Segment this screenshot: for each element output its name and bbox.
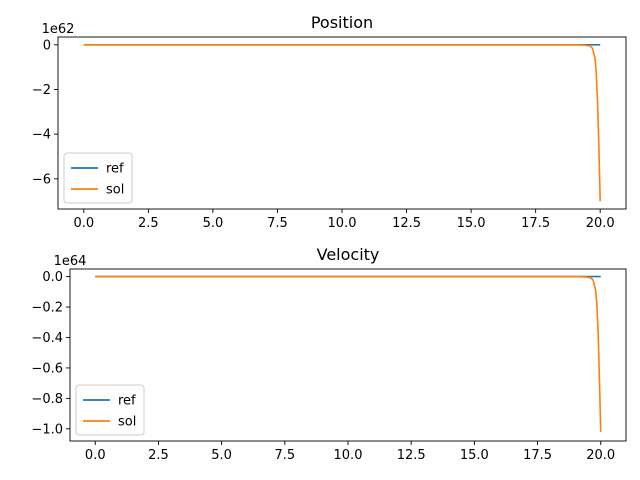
velocity-x-tick-label: 0.0: [85, 448, 106, 463]
velocity-x-tick-label: 10.0: [334, 448, 363, 463]
velocity-y-tick-label: −1.0: [31, 422, 63, 437]
position-x-tick-label: 12.5: [392, 216, 421, 231]
position-legend: ref sol: [63, 152, 133, 204]
velocity-y-tick-label: −0.6: [31, 361, 63, 376]
velocity-y-tick-label: −0.8: [31, 392, 63, 407]
position-legend-label-sol: sol: [106, 183, 124, 198]
velocity-x-tick-label: 15.0: [460, 448, 489, 463]
position-legend-box: [63, 152, 133, 204]
velocity-axes-frame: [69, 268, 627, 442]
position-series-sol-line: [83, 44, 601, 202]
position-x-tick-label: 2.5: [138, 216, 159, 231]
velocity-x-tick-label: 17.5: [523, 448, 552, 463]
velocity-y-tick-label: −0.2: [31, 301, 63, 316]
velocity-y-offset-label: 1e64: [54, 254, 87, 269]
position-y-tick-label: −6: [32, 172, 51, 187]
velocity-legend-label-sol: sol: [118, 415, 136, 430]
position-y-tick-label: −4: [32, 128, 51, 143]
position-y-tick-label: −2: [32, 83, 51, 98]
velocity-x-tick-label: 2.5: [148, 448, 169, 463]
position-x-tick-label: 0.0: [73, 216, 94, 231]
position-x-tick-label: 20.0: [586, 216, 615, 231]
position-x-tick-label: 5.0: [203, 216, 224, 231]
velocity-legend-label-ref: ref: [118, 394, 136, 409]
velocity-x-tick-label: 5.0: [211, 448, 232, 463]
velocity-x-tick-label: 12.5: [397, 448, 426, 463]
position-panel: Position 1e62 0.0 2.5 5.0 7.5 10.0 12.5 15.0 17.5…: [32, 13, 627, 231]
position-legend-label-ref: ref: [106, 162, 124, 177]
velocity-legend-box: [75, 384, 145, 436]
position-x-tick-label: 15.0: [457, 216, 486, 231]
position-x-tick-label: 7.5: [267, 216, 288, 231]
velocity-legend: ref sol: [75, 384, 145, 436]
position-title: Position: [311, 13, 373, 32]
velocity-x-tick-label: 20.0: [586, 448, 615, 463]
velocity-y-tick-label: −0.4: [31, 331, 63, 346]
velocity-x-tick-label: 7.5: [274, 448, 295, 463]
position-y-offset-label: 1e62: [42, 22, 75, 37]
velocity-y-tick-label: 0.0: [42, 270, 63, 285]
position-x-tick-label: 17.5: [521, 216, 550, 231]
position-y-tick-label: 0: [43, 38, 51, 53]
position-axes-frame: [57, 36, 627, 210]
velocity-series-sol-line: [95, 275, 602, 432]
velocity-title: Velocity: [317, 245, 380, 264]
position-x-tick-label: 10.0: [328, 216, 357, 231]
